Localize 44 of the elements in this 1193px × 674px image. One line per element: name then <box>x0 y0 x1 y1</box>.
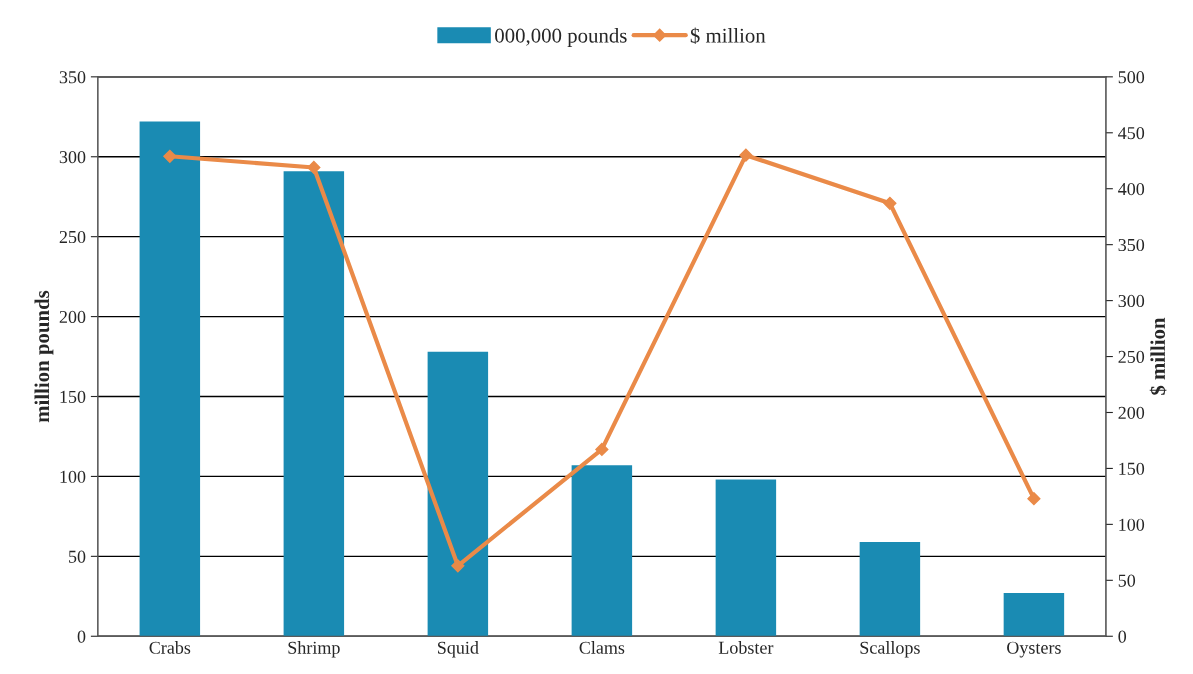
point <box>1027 492 1041 506</box>
x-tick-label: Clams <box>579 641 625 654</box>
y-tick-label: 250 <box>59 230 86 244</box>
y2-axis-title: $ million <box>1149 317 1167 395</box>
point <box>883 196 897 210</box>
y-tick-label: 300 <box>59 151 86 164</box>
point <box>307 160 321 175</box>
x-tick-label: Oysters <box>1007 641 1061 658</box>
x-tick-label: Scallops <box>860 641 920 658</box>
point <box>163 149 177 163</box>
point <box>739 148 753 162</box>
y-tick-label: 0 <box>77 630 86 643</box>
x-tick-label: Squid <box>437 641 479 658</box>
x-tick-label: Shrimp <box>288 641 340 658</box>
bar <box>715 479 777 637</box>
y2-tick-label: 50 <box>1118 574 1136 587</box>
y2-tick-label: 200 <box>1118 406 1145 419</box>
y2-tick-label: 100 <box>1119 518 1145 531</box>
y-tick-label: 350 <box>59 71 86 84</box>
point <box>595 442 609 456</box>
bar <box>571 465 633 637</box>
x-tick-label: Lobster <box>718 641 774 654</box>
bar <box>859 541 921 637</box>
y-tick-label: 50 <box>69 550 86 563</box>
bar <box>1003 593 1065 637</box>
bar <box>427 351 489 637</box>
y2-tick-label: 150 <box>1119 462 1145 475</box>
legend-label: $ million <box>690 27 766 45</box>
y-tick-label: 100 <box>60 470 86 483</box>
y2-tick-label: 500 <box>1118 71 1145 84</box>
y2-tick-label: 350 <box>1118 238 1145 252</box>
y2-tick-label: 450 <box>1118 127 1145 140</box>
point <box>451 559 465 573</box>
y2-tick-label: 250 <box>1118 350 1145 363</box>
y2-tick-label: 300 <box>1118 294 1145 308</box>
y-tick-label: 150 <box>60 390 86 403</box>
x-tick-label: Crabs <box>149 641 191 654</box>
y-tick-label: 200 <box>59 310 86 324</box>
bar <box>139 121 201 637</box>
y2-tick-label: 400 <box>1118 182 1145 196</box>
legend-label: 000,000 pounds <box>495 28 627 47</box>
bar <box>283 171 345 637</box>
y2-tick-label: 0 <box>1118 630 1127 643</box>
y-axis-title: million pounds <box>34 290 54 423</box>
